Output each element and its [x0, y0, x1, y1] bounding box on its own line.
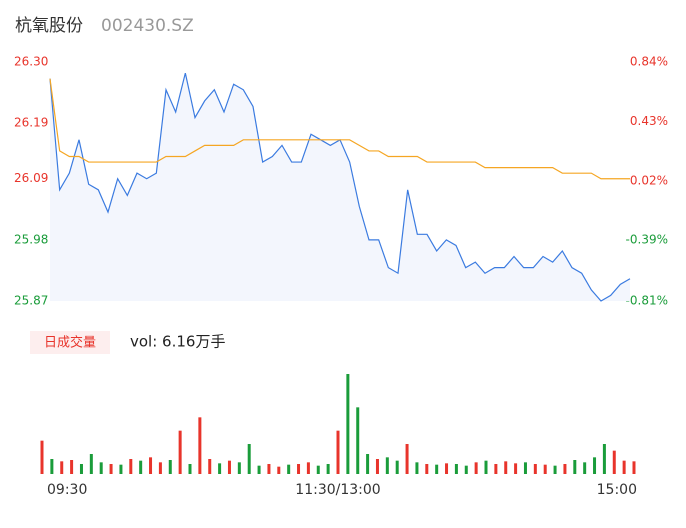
x-tick-label: 11:30/13:00 [295, 482, 380, 498]
volume-bar [415, 462, 419, 474]
volume-bar [632, 461, 636, 474]
volume-bar [533, 464, 537, 474]
volume-bar [89, 454, 93, 474]
volume-bar [375, 459, 379, 474]
y2-tick-label: 0.84% [630, 55, 668, 69]
volume-bar [188, 464, 192, 474]
y-tick-label: 25.87 [14, 294, 48, 308]
volume-bar [218, 463, 222, 474]
volume-bar [70, 460, 74, 474]
volume-button-label[interactable]: 日成交量 [44, 335, 96, 351]
volume-bar [60, 461, 64, 474]
y2-tick-label: -0.81% [626, 294, 668, 308]
volume-bar [326, 464, 330, 474]
y-tick-label: 26.19 [14, 116, 48, 130]
x-tick-label: 15:00 [597, 482, 637, 498]
volume-bar [543, 464, 547, 474]
volume-bar [366, 454, 370, 474]
volume-bar [336, 430, 340, 474]
volume-bar [454, 464, 458, 474]
volume-bar [247, 444, 251, 474]
volume-bar [563, 464, 567, 474]
volume-bar [277, 466, 281, 474]
volume-bar [425, 464, 429, 474]
volume-bar [504, 461, 508, 474]
y-tick-label: 25.98 [14, 232, 48, 246]
volume-bar [109, 464, 113, 474]
x-tick-label: 09:30 [47, 482, 87, 498]
volume-bar [227, 460, 231, 474]
volume-bar [178, 430, 182, 474]
volume-bar [79, 464, 83, 474]
volume-bar [385, 457, 389, 474]
volume-bar [474, 462, 478, 474]
volume-bar [553, 465, 557, 474]
volume-bar [50, 459, 54, 474]
volume-bar [198, 417, 202, 474]
volume-bar [129, 459, 133, 474]
volume-bar [119, 464, 123, 474]
stock-name: 杭氧股份 [15, 16, 83, 36]
volume-bar [237, 462, 241, 474]
price-area [50, 73, 630, 302]
y-tick-label: 26.09 [14, 171, 48, 185]
volume-bar [356, 407, 360, 474]
volume-bar [257, 465, 261, 474]
volume-bar [158, 462, 162, 474]
volume-bar [168, 460, 172, 474]
volume-bar [405, 444, 409, 474]
volume-bar [306, 462, 310, 474]
volume-bar [445, 463, 449, 474]
volume-bar [297, 464, 301, 474]
volume-bar [316, 465, 320, 474]
volume-bar [573, 460, 577, 474]
volume-bar [612, 450, 616, 474]
volume-bar [494, 464, 498, 474]
y2-tick-label: 0.43% [630, 114, 668, 128]
volume-label: vol: 6.16万手 [130, 333, 225, 351]
volume-bar [208, 459, 212, 474]
volume-bar [484, 460, 488, 474]
y2-tick-label: -0.39% [626, 233, 668, 247]
volume-bar [602, 444, 606, 474]
stock-code: 002430.SZ [101, 16, 194, 36]
volume-bar [149, 457, 153, 474]
volume-bar [287, 464, 291, 474]
volume-bar [622, 460, 626, 474]
volume-bar [523, 462, 527, 474]
y2-tick-label: 0.02% [630, 173, 668, 187]
volume-bar [139, 460, 143, 474]
volume-bar [593, 457, 597, 474]
volume-bar [346, 374, 350, 474]
avg-line [49, 78, 630, 180]
volume-bar [583, 462, 587, 474]
volume-bar [395, 460, 399, 474]
volume-button[interactable] [30, 331, 110, 354]
volume-bar [435, 464, 439, 474]
volume-bar [514, 463, 518, 474]
volume-bar [40, 440, 44, 474]
volume-bar [99, 462, 103, 474]
y-tick-label: 26.30 [14, 55, 48, 69]
volume-bar [267, 464, 271, 474]
volume-bar [464, 465, 468, 474]
